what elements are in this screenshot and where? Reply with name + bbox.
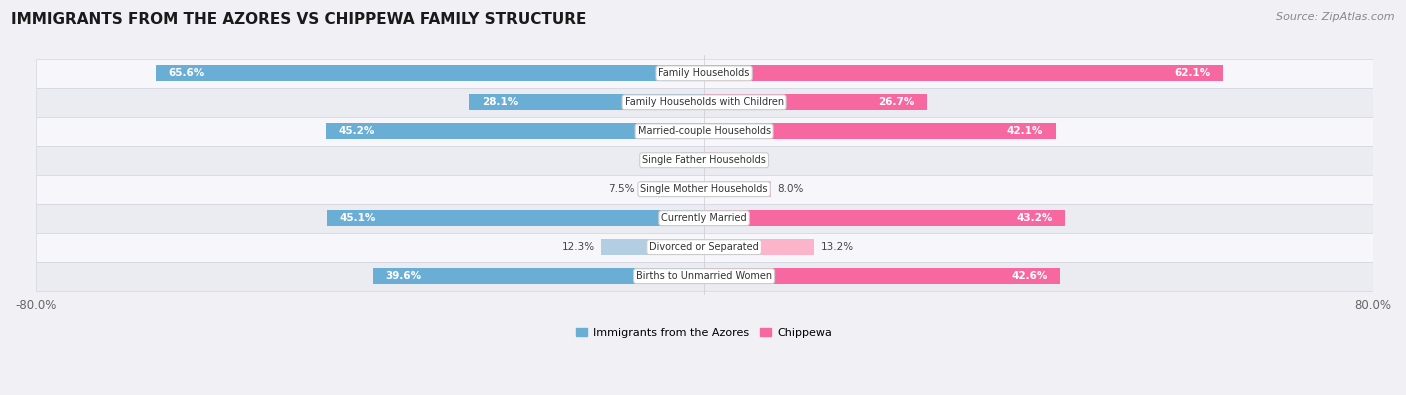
Text: 8.0%: 8.0% xyxy=(778,184,804,194)
Bar xyxy=(373,268,704,284)
Text: 65.6%: 65.6% xyxy=(169,68,205,78)
Bar xyxy=(328,210,704,226)
Text: 43.2%: 43.2% xyxy=(1017,213,1053,223)
Text: Births to Unmarried Women: Births to Unmarried Women xyxy=(636,271,772,281)
Legend: Immigrants from the Azores, Chippewa: Immigrants from the Azores, Chippewa xyxy=(572,323,837,342)
Text: 7.5%: 7.5% xyxy=(609,184,634,194)
Bar xyxy=(704,210,1064,226)
Bar xyxy=(35,88,1372,117)
Text: Family Households: Family Households xyxy=(658,68,749,78)
Bar xyxy=(704,65,1223,81)
Text: 13.2%: 13.2% xyxy=(821,242,855,252)
Text: 45.1%: 45.1% xyxy=(340,213,377,223)
Text: Married-couple Households: Married-couple Households xyxy=(637,126,770,136)
Text: 42.6%: 42.6% xyxy=(1011,271,1047,281)
Bar xyxy=(704,94,927,110)
Text: 39.6%: 39.6% xyxy=(385,271,422,281)
Text: Family Households with Children: Family Households with Children xyxy=(624,97,783,107)
Bar xyxy=(704,123,1056,139)
Text: Single Father Households: Single Father Households xyxy=(643,155,766,165)
Text: 12.3%: 12.3% xyxy=(561,242,595,252)
Bar xyxy=(156,65,704,81)
Bar xyxy=(704,239,814,255)
Text: Single Mother Households: Single Mother Households xyxy=(640,184,768,194)
Bar xyxy=(704,268,1060,284)
Bar xyxy=(35,59,1372,88)
Text: 42.1%: 42.1% xyxy=(1007,126,1043,136)
Bar xyxy=(35,204,1372,233)
Bar xyxy=(704,152,730,168)
Bar xyxy=(470,94,704,110)
Text: 2.8%: 2.8% xyxy=(648,155,673,165)
Bar xyxy=(35,261,1372,291)
Text: 3.1%: 3.1% xyxy=(737,155,763,165)
Text: 45.2%: 45.2% xyxy=(339,126,375,136)
Bar xyxy=(602,239,704,255)
Text: 28.1%: 28.1% xyxy=(482,97,517,107)
Text: IMMIGRANTS FROM THE AZORES VS CHIPPEWA FAMILY STRUCTURE: IMMIGRANTS FROM THE AZORES VS CHIPPEWA F… xyxy=(11,12,586,27)
Bar xyxy=(681,152,704,168)
Bar xyxy=(641,181,704,197)
Text: 26.7%: 26.7% xyxy=(879,97,915,107)
Bar xyxy=(35,117,1372,146)
Text: 62.1%: 62.1% xyxy=(1174,68,1211,78)
Bar xyxy=(35,233,1372,261)
Bar xyxy=(326,123,704,139)
Text: Divorced or Separated: Divorced or Separated xyxy=(650,242,759,252)
Bar xyxy=(35,175,1372,204)
Text: Currently Married: Currently Married xyxy=(661,213,747,223)
Text: Source: ZipAtlas.com: Source: ZipAtlas.com xyxy=(1277,12,1395,22)
Bar xyxy=(35,146,1372,175)
Bar xyxy=(704,181,770,197)
